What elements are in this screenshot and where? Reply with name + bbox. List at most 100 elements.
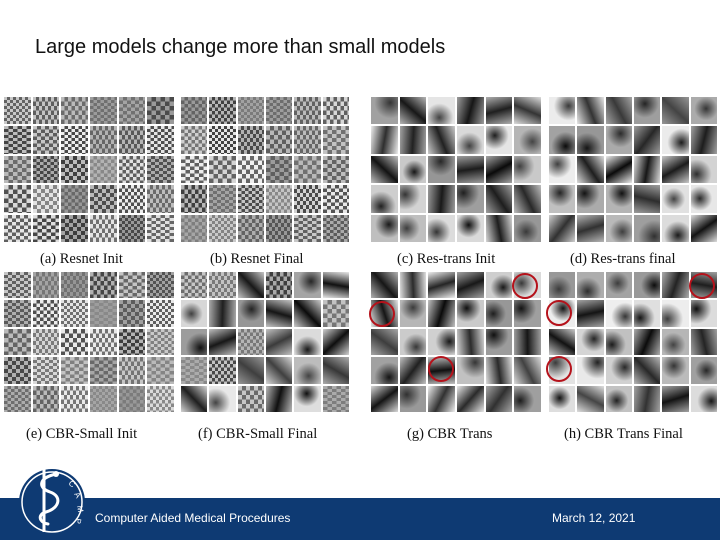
filter-tile xyxy=(690,126,717,154)
filter-tile xyxy=(266,385,293,412)
svg-text:M: M xyxy=(75,505,85,513)
filter-tile xyxy=(32,357,60,384)
highlight-ring xyxy=(428,356,454,382)
filter-tile xyxy=(399,97,427,125)
filter-tile xyxy=(181,385,208,412)
panel-cbr-trans-final xyxy=(549,272,717,412)
filter-tile xyxy=(690,328,717,356)
filter-tile xyxy=(549,185,576,213)
filter-tile xyxy=(61,357,88,384)
filter-tile xyxy=(485,126,513,154)
filter-tile xyxy=(485,155,513,184)
filter-tile xyxy=(237,328,264,356)
filter-tile xyxy=(514,185,541,213)
filter-tile xyxy=(662,185,689,213)
filter-tile xyxy=(322,155,349,184)
filter-tile xyxy=(4,126,31,154)
filter-tile xyxy=(237,300,264,327)
filter-tile xyxy=(294,328,321,356)
filter-tile xyxy=(322,328,349,356)
filter-tile xyxy=(32,97,60,125)
filter-tile xyxy=(209,97,236,125)
filter-tile xyxy=(147,185,174,213)
slide-title: Large models change more than small mode… xyxy=(35,36,446,58)
filter-tile xyxy=(89,357,117,384)
filter-tile xyxy=(690,385,717,412)
filter-tile xyxy=(371,272,398,299)
filter-tile xyxy=(237,155,264,184)
filter-tile xyxy=(605,155,632,184)
filter-tile xyxy=(118,126,146,154)
filter-tile xyxy=(514,126,541,154)
filter-tile xyxy=(266,328,293,356)
filter-tile xyxy=(32,126,60,154)
filter-tile xyxy=(266,357,293,384)
filter-tile xyxy=(209,185,236,213)
filter-tile xyxy=(577,155,604,184)
filter-tile xyxy=(690,185,717,213)
filter-tile xyxy=(322,357,349,384)
filter-tile xyxy=(456,97,484,125)
filter-tile xyxy=(399,385,427,412)
filter-tile xyxy=(118,357,146,384)
filter-tile xyxy=(61,385,88,412)
filter-tile xyxy=(322,185,349,213)
filter-tile xyxy=(32,185,60,213)
filter-tile xyxy=(147,214,174,242)
filter-tile xyxy=(61,272,88,299)
filter-tile xyxy=(549,385,576,412)
filter-tile xyxy=(4,272,31,299)
filter-tile xyxy=(662,155,689,184)
filter-tile xyxy=(61,126,88,154)
panel-resnet-init xyxy=(4,97,174,242)
filter-tile xyxy=(577,97,604,125)
filter-tile xyxy=(294,126,321,154)
filter-tile xyxy=(147,357,174,384)
filter-tile xyxy=(690,155,717,184)
filter-tile xyxy=(549,214,576,242)
filter-tile xyxy=(209,328,236,356)
filter-tile xyxy=(428,328,455,356)
filter-tile xyxy=(456,300,484,327)
filter-tile xyxy=(266,155,293,184)
filter-tile xyxy=(209,126,236,154)
filter-tile xyxy=(294,97,321,125)
filter-tile xyxy=(514,300,541,327)
filter-tile xyxy=(662,328,689,356)
highlight-ring xyxy=(546,356,572,382)
filter-tile xyxy=(456,328,484,356)
filter-tile xyxy=(4,214,31,242)
filter-tile xyxy=(4,97,31,125)
filter-tile xyxy=(32,300,60,327)
filter-tile xyxy=(428,155,455,184)
filter-tile xyxy=(147,126,174,154)
filter-tile xyxy=(605,300,632,327)
filter-tile xyxy=(322,385,349,412)
filter-tile xyxy=(605,97,632,125)
caption-a: (a) Resnet Init xyxy=(40,251,123,267)
filter-tile xyxy=(181,126,208,154)
svg-text:A: A xyxy=(72,491,83,501)
filter-tile xyxy=(237,272,264,299)
filter-tile xyxy=(485,300,513,327)
filter-tile xyxy=(690,300,717,327)
filter-tile xyxy=(485,214,513,242)
filter-tile xyxy=(266,214,293,242)
filter-tile xyxy=(605,126,632,154)
filter-tile xyxy=(371,126,398,154)
filter-tile xyxy=(456,126,484,154)
filter-tile xyxy=(690,97,717,125)
filter-tile xyxy=(32,272,60,299)
filter-tile xyxy=(322,300,349,327)
panel-res-trans-init xyxy=(371,97,541,242)
filter-tile xyxy=(371,155,398,184)
filter-tile xyxy=(634,185,661,213)
filter-tile xyxy=(485,272,513,299)
caption-g: (g) CBR Trans xyxy=(407,426,493,442)
filter-tile xyxy=(549,155,576,184)
filter-tile xyxy=(549,272,576,299)
filter-tile xyxy=(181,214,208,242)
filter-tile xyxy=(514,357,541,384)
filter-tile xyxy=(322,272,349,299)
filter-tile xyxy=(32,385,60,412)
